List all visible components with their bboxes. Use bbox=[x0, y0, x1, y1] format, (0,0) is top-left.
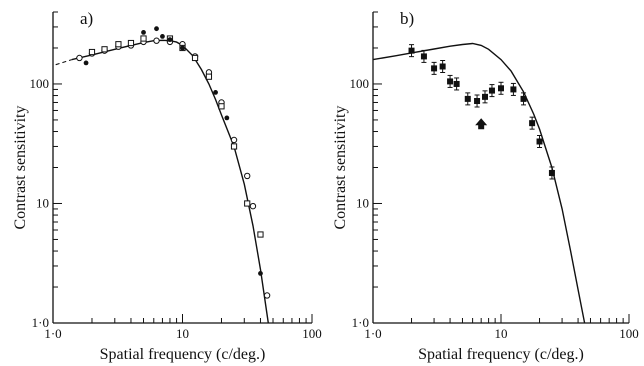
chart-a-point bbox=[258, 271, 263, 276]
chart-a-x-axis-label: Spatial frequency (c/deg.) bbox=[100, 346, 266, 363]
chart-b-x-tick-label: 10 bbox=[495, 326, 508, 341]
chart-a-point bbox=[115, 41, 122, 48]
chart-a-x-tick-label: 100 bbox=[302, 326, 322, 341]
chart-b-y-tick-label: 1·0 bbox=[352, 315, 369, 330]
chart-a-point bbox=[263, 292, 271, 299]
chart-b-y-tick-label: 100 bbox=[350, 76, 370, 91]
chart-a-extrapolation-line bbox=[55, 59, 73, 66]
chart-a-point bbox=[249, 202, 257, 210]
chart-b-panel-label: b) bbox=[400, 9, 414, 28]
chart-a-y-tick-label: 10 bbox=[36, 195, 49, 210]
chart-a-x-tick-label: 10 bbox=[176, 326, 189, 341]
chart-b-x-axis-label: Spatial frequency (c/deg.) bbox=[418, 346, 584, 363]
chart-a-y-tick-label: 1·0 bbox=[32, 315, 49, 330]
chart-a-x-tick-label: 1·0 bbox=[44, 326, 61, 341]
chart-a-point bbox=[224, 115, 230, 121]
chart-a-point bbox=[127, 39, 135, 47]
chart-a-fit-curve bbox=[71, 39, 269, 324]
chart-a-point bbox=[230, 136, 238, 144]
chart-a-y-axis-label: Contrast sensitivity bbox=[12, 106, 29, 230]
chart-b-y-tick-label: 10 bbox=[356, 195, 369, 210]
chart-b-x-tick-label: 100 bbox=[619, 326, 639, 341]
chart-a-point bbox=[257, 231, 264, 238]
chart-a-panel-label: a) bbox=[80, 9, 93, 28]
chart-b-arrow-marker bbox=[475, 118, 488, 130]
chart-a-point bbox=[101, 46, 108, 53]
chart-a-point bbox=[180, 45, 185, 51]
chart-b-y-axis-label: Contrast sensitivity bbox=[332, 106, 349, 230]
chart-a-point bbox=[160, 33, 165, 39]
chart-panel-b: 1·0 10 100 1·0 10 100 Spatial frequency (c/deg… bbox=[332, 9, 639, 363]
chart-a-point bbox=[191, 54, 199, 62]
chart-a-point bbox=[141, 30, 146, 35]
chart-b-x-tick-label: 1·0 bbox=[364, 326, 381, 341]
chart-a-point bbox=[230, 143, 238, 150]
chart-a-point bbox=[88, 48, 96, 56]
chart-a-point bbox=[205, 73, 213, 80]
chart-a-y-tick-label: 100 bbox=[30, 76, 50, 91]
chart-a-point bbox=[244, 200, 251, 207]
chart-a-point bbox=[213, 89, 218, 95]
chart-a-point bbox=[76, 54, 83, 62]
chart-a-point bbox=[167, 37, 173, 43]
chart-a-point bbox=[218, 103, 225, 110]
chart-a-point bbox=[244, 172, 251, 180]
chart-a-point bbox=[154, 26, 159, 32]
chart-a-point bbox=[140, 35, 147, 42]
chart-b-fit-curve bbox=[372, 42, 586, 324]
chart-a-point bbox=[83, 60, 89, 66]
chart-panel-a: 1·0 10 100 1·0 10 100 Spatial frequency (c/deg… bbox=[12, 9, 322, 363]
chart-a-point bbox=[153, 37, 160, 44]
